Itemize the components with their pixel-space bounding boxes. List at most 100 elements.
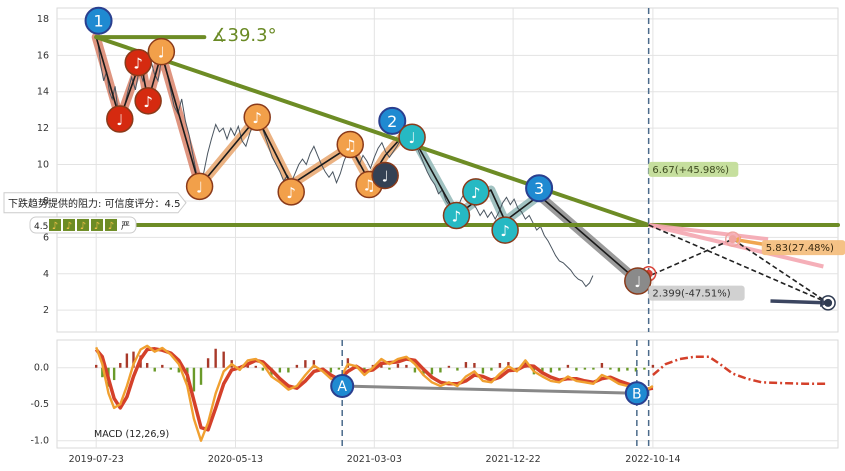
marker-label: ♫ xyxy=(344,137,357,155)
marker-label: ♩ xyxy=(196,178,203,196)
macd-histogram-bar xyxy=(430,367,434,375)
score-icon: ♪ xyxy=(94,221,100,232)
score-text: 严 xyxy=(121,221,130,232)
annotation-box xyxy=(761,240,845,256)
note-marker xyxy=(185,172,214,201)
note-marker xyxy=(243,103,271,131)
macd-title: MACD (12,26,9) xyxy=(94,429,169,440)
macd-histogram-bar xyxy=(396,363,400,368)
swing-path-line xyxy=(538,194,639,282)
macd-histogram-bar xyxy=(337,367,341,370)
resistance-label: 下跌趋势提供的阻力: 可信度评分：4.5 xyxy=(8,197,180,210)
macd-histogram-bar xyxy=(145,362,149,368)
swing-path-line xyxy=(411,135,540,222)
marker-label: ♪ xyxy=(471,184,481,202)
annotation-box xyxy=(648,161,739,177)
main-y-tick-label: 4 xyxy=(43,269,49,280)
marker-label: 2 xyxy=(387,112,397,131)
annotation-box xyxy=(648,285,745,301)
macd-histogram-bar xyxy=(626,367,629,371)
marker-label: ♪ xyxy=(133,55,143,73)
note-marker xyxy=(277,178,305,206)
main-y-tick-label: 6 xyxy=(43,232,49,243)
macd-y-tick-label: -0.5 xyxy=(30,399,49,410)
score-icon-box xyxy=(91,218,103,231)
macd-histogram-bar xyxy=(169,367,172,370)
forecast-target-ring xyxy=(820,295,836,311)
forecast-dashed-line xyxy=(648,224,829,304)
marker-label: ♩ xyxy=(634,273,641,291)
marker-label: 3 xyxy=(534,179,544,198)
macd-histogram-bar xyxy=(254,365,257,368)
macd-histogram-bar xyxy=(583,367,587,370)
macd-histogram-bar xyxy=(261,367,265,371)
note-marker xyxy=(124,48,152,77)
macd-histogram-bar xyxy=(464,362,468,368)
macd-histogram-bar xyxy=(112,367,116,381)
macd-histogram-bar xyxy=(490,367,493,371)
marker-label: ♪ xyxy=(452,208,462,226)
divergence-marker xyxy=(624,381,649,406)
macd-histogram-bar xyxy=(634,367,638,372)
main-y-tick-label: 14 xyxy=(37,87,49,98)
macd-y-tick-label: 0.0 xyxy=(34,363,49,374)
swing-path-line xyxy=(95,36,201,187)
macd-histogram-bar xyxy=(617,367,621,372)
macd-histogram-bar xyxy=(507,362,510,368)
macd-histogram-bar xyxy=(575,367,578,371)
score-label: 4.5 xyxy=(34,222,48,232)
marker-label: ♩ xyxy=(158,44,165,62)
macd-histogram-bar xyxy=(549,367,553,373)
macd-histogram-bar xyxy=(413,367,417,373)
macd-histogram-bar xyxy=(312,360,316,368)
macd-plot: A B MACD (12,26,9) xyxy=(94,340,829,448)
macd-histogram-bar xyxy=(456,367,459,371)
marker-label: ♩ xyxy=(382,167,389,185)
divergence-marker xyxy=(330,373,355,398)
macd-line xyxy=(95,344,654,442)
note-marker xyxy=(462,178,490,206)
macd-histogram-bar xyxy=(192,367,196,392)
angle-annotation: ∡39.3° xyxy=(211,25,276,46)
forecast-dashed-line xyxy=(732,238,829,304)
main-plot: 1 ♩ ♪ ♪ ♩ ♩ ♪ ♪ ♫ ♫ ♩ 2 ♩ ♪ ♪ ♪ 3 ♩ ∡39.3° 6.67(+45.98%) 5.8… xyxy=(3,6,845,332)
macd-histogram-bar xyxy=(177,367,181,373)
macd-histogram-bar xyxy=(295,364,299,368)
macd-histogram-bar xyxy=(541,367,544,373)
x-tick-label: 2022-10-14 xyxy=(625,454,680,465)
score-icon: ♪ xyxy=(108,221,114,232)
marker-label: ♫ xyxy=(362,177,375,195)
macd-histogram-bar xyxy=(651,364,655,368)
trend-line xyxy=(94,35,651,227)
main-y-tick-label: 16 xyxy=(37,50,49,61)
main-y-tick-label: 8 xyxy=(43,196,49,207)
macd-signal-line xyxy=(94,347,654,432)
marker-label: 1 xyxy=(93,12,103,31)
score-icon: ♪ xyxy=(66,221,72,232)
note-marker xyxy=(106,105,134,133)
divergence-marker-label: A xyxy=(337,379,347,395)
x-tick-label: 2021-03-03 xyxy=(347,454,402,465)
macd-histogram-bar xyxy=(199,367,203,385)
macd-histogram-bar xyxy=(473,362,476,368)
macd-histogram-bar xyxy=(481,367,485,374)
forecast-target-ring xyxy=(724,231,741,247)
score-icon: ♪ xyxy=(52,221,58,232)
score-icon-box xyxy=(63,218,75,231)
forecast-dashed-line xyxy=(637,238,734,282)
macd-histogram-bar xyxy=(388,367,391,370)
macd-histogram-bar xyxy=(119,362,122,368)
price-line xyxy=(95,36,594,288)
main-y-tick-label: 18 xyxy=(37,14,49,25)
forecast-target-point xyxy=(728,235,737,244)
marker-label: ♪ xyxy=(286,184,296,202)
forecast-arrow-shaft xyxy=(770,299,829,305)
macd-histogram-bar xyxy=(405,364,408,368)
wave-number-marker xyxy=(84,6,113,35)
macd-histogram-bar xyxy=(278,367,282,373)
note-marker xyxy=(371,161,399,190)
macd-y-tick-label: -1.0 xyxy=(30,436,49,447)
marker-label: ♪ xyxy=(143,93,153,111)
score-icon: ♪ xyxy=(80,221,86,232)
